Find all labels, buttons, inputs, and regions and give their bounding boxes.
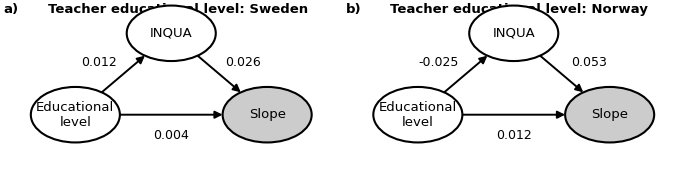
Ellipse shape: [565, 87, 654, 142]
Ellipse shape: [373, 87, 462, 142]
Text: Educational
level: Educational level: [36, 101, 114, 129]
Text: Slope: Slope: [249, 108, 286, 121]
Text: 0.004: 0.004: [153, 129, 189, 142]
Ellipse shape: [223, 87, 312, 142]
Ellipse shape: [31, 87, 120, 142]
Text: Teacher educational level: Sweden: Teacher educational level: Sweden: [48, 3, 308, 16]
Text: -0.025: -0.025: [419, 56, 458, 69]
Ellipse shape: [127, 6, 216, 61]
Text: Educational
level: Educational level: [379, 101, 457, 129]
Text: Teacher educational level: Norway: Teacher educational level: Norway: [390, 3, 648, 16]
Text: 0.026: 0.026: [225, 56, 261, 69]
Text: 0.012: 0.012: [496, 129, 532, 142]
Text: 0.053: 0.053: [571, 56, 607, 69]
Text: a): a): [3, 3, 18, 16]
Text: 0.012: 0.012: [82, 56, 117, 69]
Text: INQUA: INQUA: [150, 27, 192, 40]
Text: INQUA: INQUA: [493, 27, 535, 40]
Ellipse shape: [469, 6, 558, 61]
Text: Slope: Slope: [591, 108, 628, 121]
Text: b): b): [346, 3, 362, 16]
